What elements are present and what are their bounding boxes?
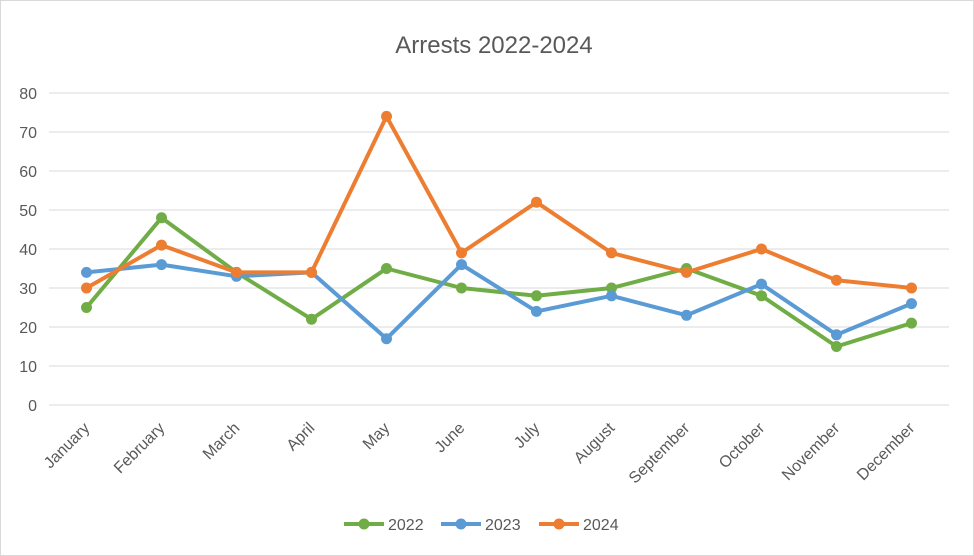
x-tick-label: June [432,420,469,457]
data-point [906,317,917,329]
legend-label: 2023 [485,517,521,534]
series-2024 [81,110,917,294]
data-point [831,274,842,286]
data-point [531,305,542,317]
data-point [756,290,767,302]
x-tick-label: July [511,420,543,452]
series-layer [81,110,917,352]
series-2023 [81,259,917,345]
data-point [156,259,167,271]
x-tick-label: May [360,420,393,453]
data-point [756,278,767,290]
data-point [156,239,167,251]
legend: 2022 2023 2024 [344,517,619,534]
data-point [831,341,842,352]
y-tick-label: 70 [19,125,37,142]
data-point [156,212,167,224]
data-point [606,282,617,294]
series-line [84,262,914,341]
x-tick-label: April [284,420,319,455]
legend-swatch-marker [358,518,370,530]
data-point [531,290,542,302]
data-point [231,266,242,278]
data-point [531,196,542,208]
legend-item: 2024 [539,517,619,534]
gridlines [49,92,949,406]
data-point [81,282,92,294]
data-point [831,329,842,341]
series-line [84,215,914,349]
y-tick-label: 10 [19,359,37,376]
y-tick-label: 0 [28,398,37,415]
series-line [84,114,914,290]
x-tick-label: February [111,420,168,477]
data-point [606,247,617,259]
data-point [381,110,392,122]
data-point [456,259,467,271]
x-tick-label: September [626,419,694,487]
data-point [606,290,617,302]
data-point [381,333,392,345]
legend-label: 2022 [388,517,424,534]
data-point [81,302,92,313]
data-point [306,266,317,278]
x-tick-label: August [571,419,619,467]
x-tick-label: March [200,420,243,463]
y-axis-ticks: 0 10 20 30 40 50 60 70 80 [19,86,37,415]
y-tick-label: 30 [19,281,37,298]
legend-swatch-marker [553,518,565,530]
x-tick-label: January [41,420,93,472]
x-tick-label: December [854,419,919,484]
data-point [381,263,392,274]
y-tick-label: 60 [19,164,37,181]
x-axis-ticks: January February March April May June July Augu… [41,419,919,487]
data-point [681,266,692,278]
data-point [81,266,92,278]
legend-swatch-marker [455,518,467,530]
legend-label: 2024 [583,517,619,534]
data-point [756,243,767,255]
y-tick-label: 50 [19,203,37,220]
data-point [681,309,692,321]
x-tick-label: November [779,419,844,484]
y-tick-label: 40 [19,242,37,259]
data-point [456,247,467,259]
y-tick-label: 20 [19,320,37,337]
data-point [306,313,317,325]
legend-item: 2023 [441,517,521,534]
data-point [456,282,467,294]
x-tick-label: October [716,419,769,472]
chart-title: Arrests 2022-2024 [395,32,592,59]
series-2022 [81,212,917,352]
data-point [906,282,917,294]
y-tick-label: 80 [19,86,37,103]
legend-item: 2022 [344,517,424,534]
data-point [906,298,917,310]
